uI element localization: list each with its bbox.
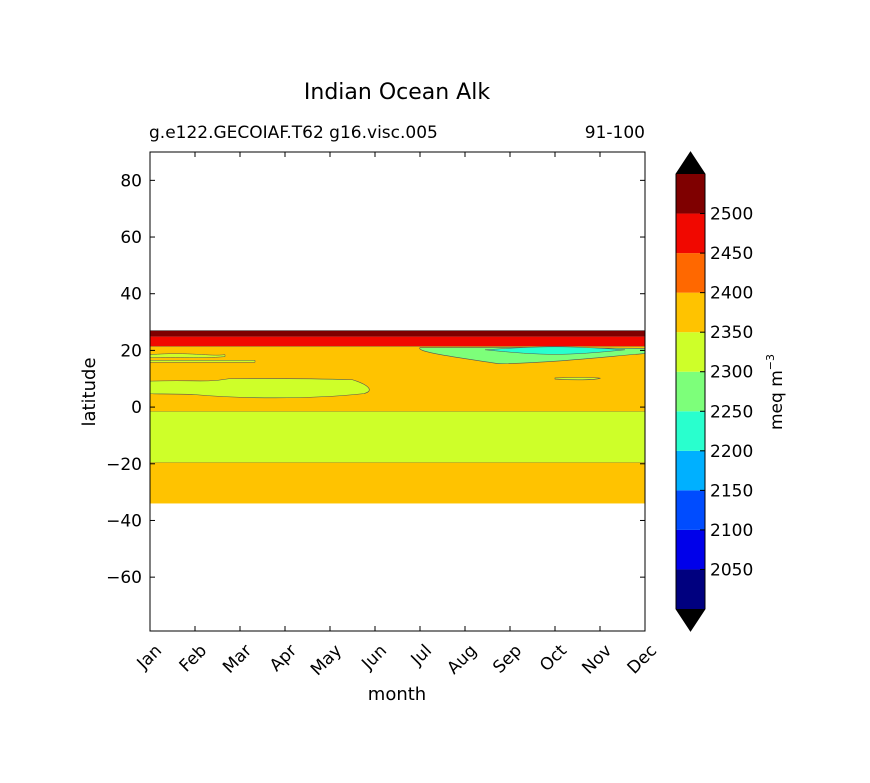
colorbar-tick-label-2200: 2200 — [710, 442, 753, 462]
colorbar: 2050 2100 2150 2200 2250 2300 2350 2400 2450 2500 — [675, 151, 753, 632]
y-tick-label-7: −60 — [106, 568, 142, 588]
contour-sliver-2 — [150, 360, 256, 363]
x-tick-label-oct: Oct — [536, 641, 571, 676]
colorbar-tick-label-2450: 2450 — [710, 244, 753, 264]
colorbar-tick-label-2500: 2500 — [710, 205, 753, 225]
x-tick-label-jun: Jun — [357, 641, 391, 675]
colorbar-label-base: meq m — [767, 370, 787, 430]
contour-sliver-1 — [150, 353, 226, 358]
contour-layer — [150, 330, 645, 504]
chart-subtitle-right: 91-100 — [585, 123, 645, 143]
contour-band-3 — [150, 336, 645, 347]
x-tick-label-dec: Dec — [624, 641, 661, 678]
y-tick-label-2: 40 — [120, 285, 142, 305]
chart-title: Indian Ocean Alk — [304, 80, 490, 105]
colorbar-segment-1 — [676, 529, 705, 570]
y-axis-label: latitude — [79, 357, 100, 426]
x-tick-label-sep: Sep — [489, 641, 526, 678]
plot-frame — [149, 151, 646, 632]
colorbar-label-exponent: −3 — [764, 354, 777, 370]
colorbar-segment-6 — [676, 332, 705, 372]
x-tick-label-nov: Nov — [578, 641, 616, 679]
contour-band-1 — [150, 411, 645, 463]
x-tick-label-mar: Mar — [219, 641, 256, 678]
colorbar-tick-label-2300: 2300 — [710, 363, 753, 383]
x-tick-label-apr: Apr — [266, 641, 301, 676]
contour-patch-inner-cyan — [484, 346, 626, 355]
x-axis-label: month — [368, 684, 426, 705]
y-tick-label-5: −20 — [106, 455, 142, 475]
contour-patch-mar-may-low — [150, 378, 370, 399]
y-tick-label-6: −40 — [106, 511, 142, 531]
colorbar-tick-label-2150: 2150 — [710, 481, 753, 501]
colorbar-tick-label-2400: 2400 — [710, 284, 753, 304]
colorbar-extend-max — [676, 152, 705, 174]
colorbar-outline — [675, 151, 706, 632]
contour-band-4 — [150, 330, 645, 337]
colorbar-segment-8 — [676, 253, 705, 293]
colorbar-tick-label-2250: 2250 — [710, 402, 753, 422]
chart-subtitle-left: g.e122.GECOIAF.T62 g16.visc.005 — [149, 123, 438, 143]
colorbar-tick-label-2350: 2350 — [710, 323, 753, 343]
colorbar-segment-0 — [676, 569, 705, 609]
y-tick-label-1: 60 — [120, 228, 142, 248]
x-tick-label-jan: Jan — [133, 641, 166, 674]
colorbar-segment-2 — [676, 490, 705, 530]
x-tick-label-aug: Aug — [443, 641, 481, 679]
colorbar-tick-label-2100: 2100 — [710, 521, 753, 541]
colorbar-tick-label-2050: 2050 — [710, 560, 753, 580]
contour-band-0 — [150, 462, 645, 504]
y-tick-label-4: 0 — [131, 398, 142, 418]
colorbar-segment-3 — [676, 450, 705, 491]
y-tick-label-0: 80 — [120, 171, 142, 191]
y-axis: 80 60 40 20 0 −20 −40 −60 — [106, 171, 645, 588]
colorbar-segment-4 — [676, 411, 705, 451]
y-tick-label-3: 20 — [120, 341, 142, 361]
x-tick-label-jul: Jul — [407, 641, 436, 670]
colorbar-label: meq m−3 — [764, 354, 787, 430]
x-tick-label-feb: Feb — [176, 641, 211, 676]
colorbar-segment-10 — [676, 174, 705, 214]
colorbar-segment-9 — [676, 213, 705, 254]
colorbar-segment-7 — [676, 292, 705, 333]
colorbar-segment-5 — [676, 371, 705, 412]
contour-patch-oct-low — [554, 377, 602, 381]
colorbar-extend-min — [676, 609, 705, 631]
x-tick-label-may: May — [307, 641, 346, 680]
